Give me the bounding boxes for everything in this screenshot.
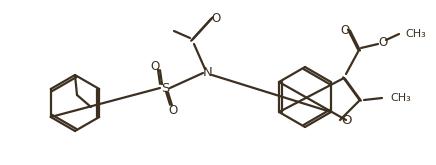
Text: O: O	[378, 35, 388, 49]
Text: O: O	[211, 12, 221, 24]
Text: O: O	[168, 103, 177, 116]
Text: CH₃: CH₃	[390, 93, 411, 103]
Text: O: O	[150, 60, 160, 72]
Text: S: S	[161, 82, 169, 95]
Text: CH₃: CH₃	[405, 29, 426, 39]
Text: N: N	[203, 66, 213, 80]
Text: O: O	[341, 23, 350, 36]
Text: O: O	[341, 114, 351, 127]
